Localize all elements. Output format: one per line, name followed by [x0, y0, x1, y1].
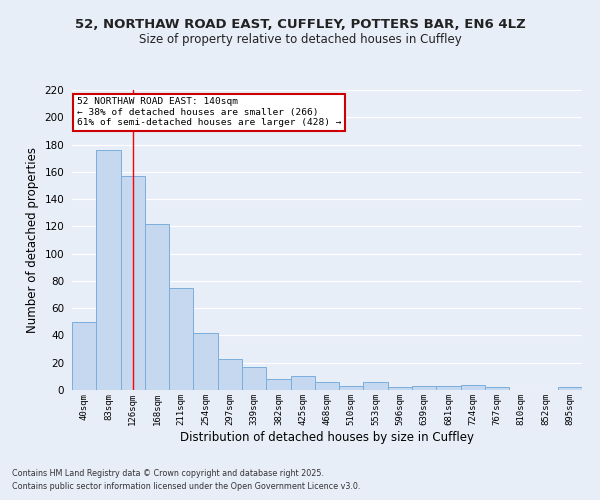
- Bar: [72, 322, 96, 390]
- Bar: [193, 332, 218, 390]
- Bar: [364, 382, 388, 390]
- Text: Contains HM Land Registry data © Crown copyright and database right 2025.: Contains HM Land Registry data © Crown c…: [12, 468, 324, 477]
- Bar: [218, 358, 242, 390]
- Bar: [558, 388, 582, 390]
- Bar: [145, 224, 169, 390]
- Bar: [461, 384, 485, 390]
- Bar: [266, 379, 290, 390]
- Y-axis label: Number of detached properties: Number of detached properties: [26, 147, 39, 333]
- Bar: [485, 388, 509, 390]
- Text: 52 NORTHAW ROAD EAST: 140sqm
← 38% of detached houses are smaller (266)
61% of s: 52 NORTHAW ROAD EAST: 140sqm ← 38% of de…: [77, 98, 341, 128]
- Text: 52, NORTHAW ROAD EAST, CUFFLEY, POTTERS BAR, EN6 4LZ: 52, NORTHAW ROAD EAST, CUFFLEY, POTTERS …: [74, 18, 526, 30]
- X-axis label: Distribution of detached houses by size in Cuffley: Distribution of detached houses by size …: [180, 430, 474, 444]
- Bar: [242, 367, 266, 390]
- Text: Contains public sector information licensed under the Open Government Licence v3: Contains public sector information licen…: [12, 482, 361, 491]
- Bar: [121, 176, 145, 390]
- Bar: [388, 388, 412, 390]
- Bar: [315, 382, 339, 390]
- Bar: [436, 386, 461, 390]
- Bar: [339, 386, 364, 390]
- Bar: [96, 150, 121, 390]
- Text: Size of property relative to detached houses in Cuffley: Size of property relative to detached ho…: [139, 32, 461, 46]
- Bar: [290, 376, 315, 390]
- Bar: [169, 288, 193, 390]
- Bar: [412, 386, 436, 390]
